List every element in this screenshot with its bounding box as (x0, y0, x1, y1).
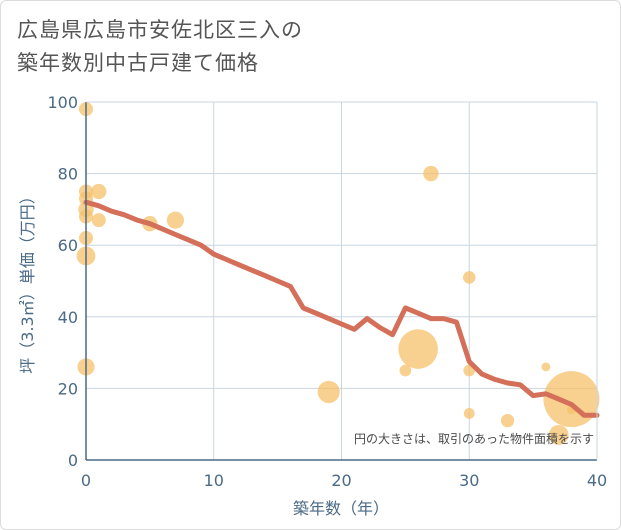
x-tick-label-2: 20 (331, 471, 351, 490)
x-tick-label-4: 40 (587, 471, 607, 490)
y-tick-labels: 0 20 40 60 80 100 (47, 93, 78, 470)
scatter-point-9 (91, 213, 106, 228)
y-tick-label-4: 80 (58, 165, 78, 184)
y-tick-label-5: 100 (47, 93, 78, 112)
y-tick-label-1: 20 (58, 379, 78, 398)
y-tick-label-2: 40 (58, 308, 78, 327)
chart-title: 広島県広島市安佐北区三入の 築年数別中古戸建て価格 (17, 14, 303, 80)
size-note: 円の大きさは、取引のあった物件面積を示す (354, 431, 594, 446)
scatter-point-13 (399, 364, 412, 377)
scatter-point-15 (423, 165, 439, 182)
x-tick-label-3: 30 (459, 471, 479, 490)
title-line-2: 築年数別中古戸建て価格 (17, 51, 259, 75)
y-axis-label: 坪（3.3㎡）単価（万円） (18, 188, 37, 373)
axes (85, 101, 598, 461)
x-axis-label: 築年数（年） (293, 499, 389, 518)
x-tick-label-0: 0 (81, 471, 91, 490)
scatter-point-11 (166, 211, 184, 229)
scatter-point-18 (463, 408, 475, 419)
scatter-point-8 (91, 183, 107, 200)
scatter-point-19 (500, 413, 515, 428)
scatter-point-14 (398, 329, 438, 369)
scatter-point-20 (541, 362, 551, 372)
y-tick-label-3: 60 (58, 236, 78, 255)
title-line-1: 広島県広島市安佐北区三入の (17, 18, 303, 42)
x-tick-labels: 0 10 20 30 40 (81, 471, 607, 490)
scatter-point-21 (548, 425, 569, 445)
scatter-point-12 (317, 380, 340, 404)
y-tick-label-0: 0 (68, 451, 78, 470)
scatter-point-22 (543, 371, 600, 428)
trend-line (83, 199, 600, 418)
x-tick-label-1: 10 (204, 471, 224, 490)
scatter-point-16 (462, 271, 476, 284)
